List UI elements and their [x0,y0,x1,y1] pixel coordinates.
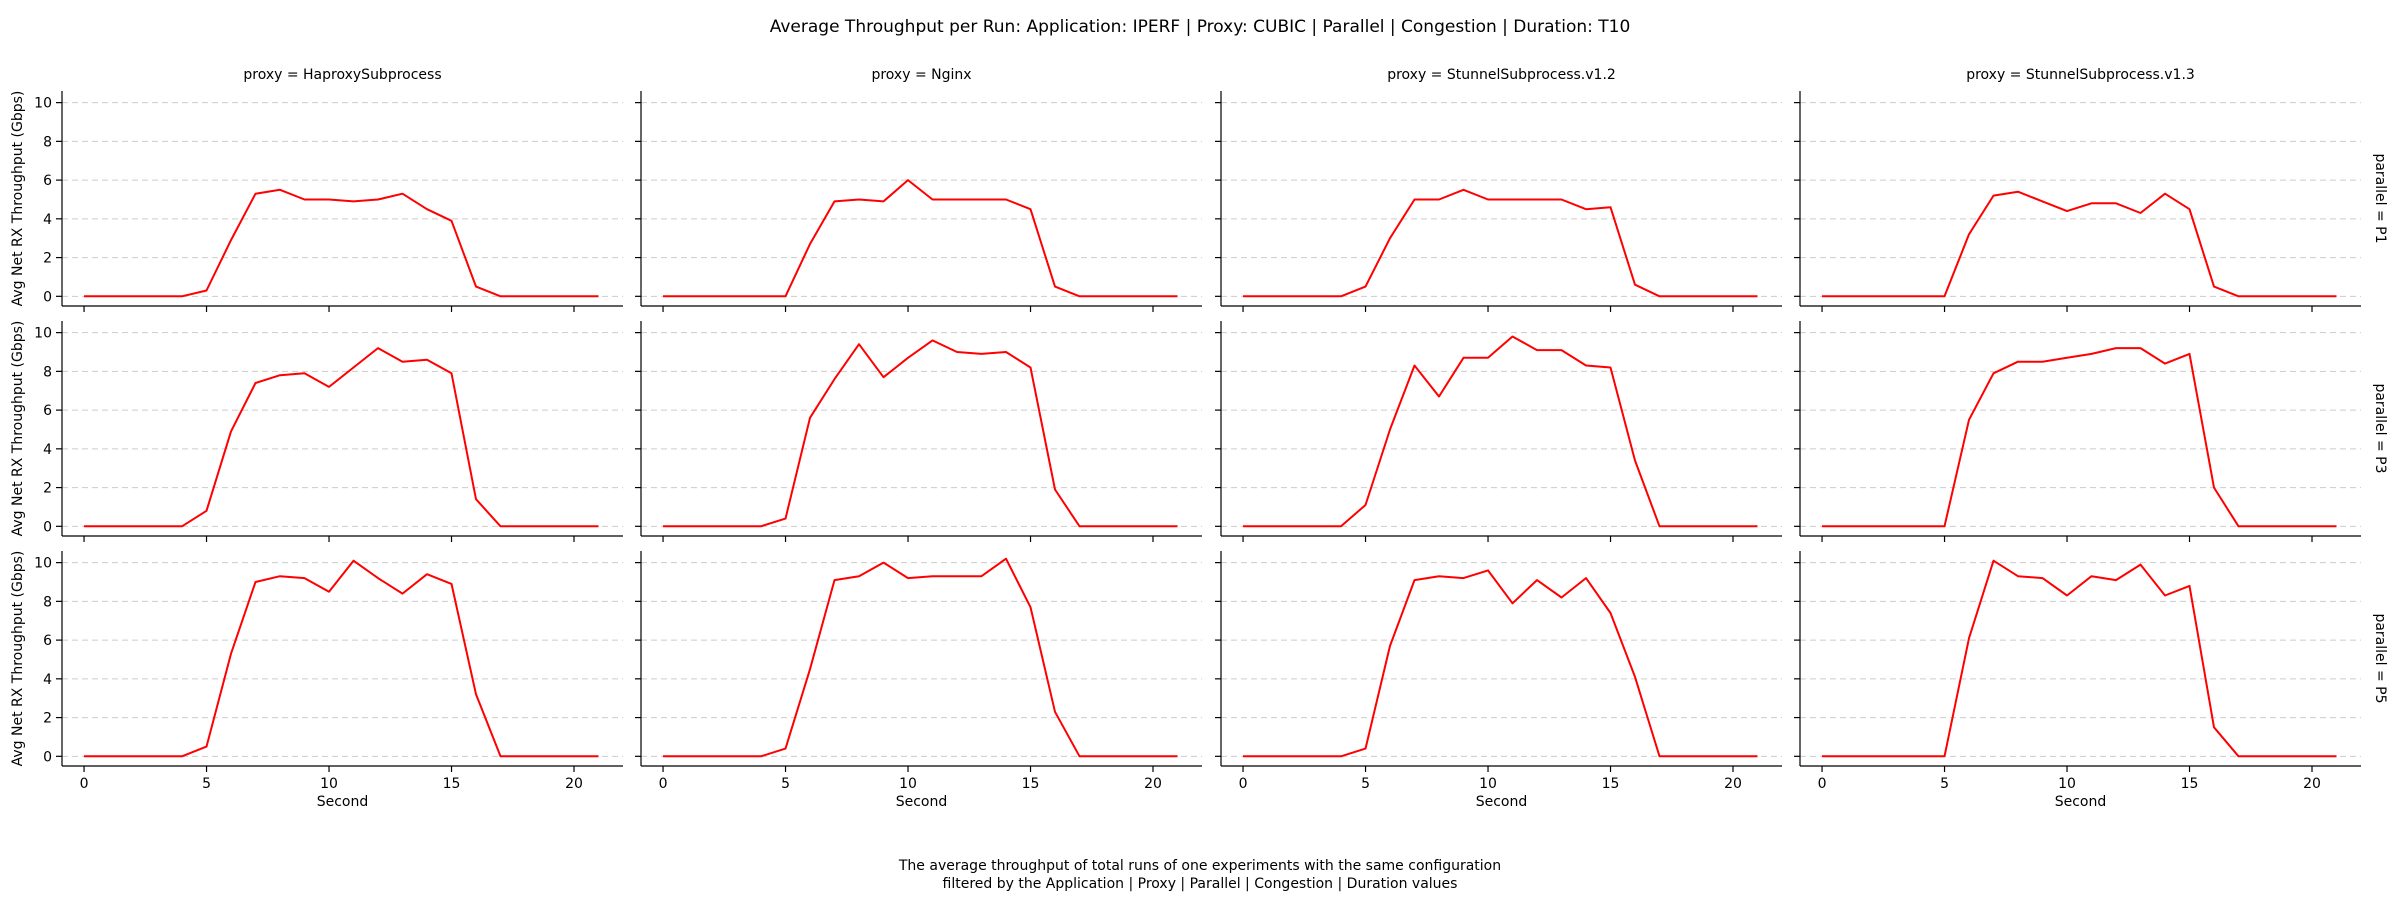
panel-r2-c3 [1215,321,1782,542]
facet-row-title: parallel = P3 [2372,383,2388,473]
y-tick-label: 6 [43,633,52,649]
y-tick-label: 10 [34,96,52,112]
x-tick-label: 15 [443,776,461,792]
x-tick-label: 0 [80,776,89,792]
series-line [84,559,599,758]
facet-column-title: proxy = Nginx [871,67,971,83]
y-axis-label: Avg Net RX Throughput (Gbps) [10,91,26,307]
x-axis-label: Second [896,794,948,810]
y-tick-label: 2 [43,481,52,497]
y-tick-label: 4 [43,442,52,458]
series-line [1822,347,2337,528]
series-line [663,179,1178,298]
x-tick-label: 20 [1144,776,1162,792]
series-line [84,188,599,298]
y-tick-label: 8 [43,134,52,150]
facet-row-title: parallel = P5 [2372,613,2388,703]
series-line [84,347,599,528]
x-axis-label: Second [1476,794,1528,810]
x-tick-label: 5 [1361,776,1370,792]
y-tick-label: 0 [43,289,52,305]
y-tick-label: 8 [43,364,52,380]
y-tick-label: 0 [43,749,52,765]
panel-r3-c1: 0 2 4 6 8 10 0 5 10 15 20 Second Avg Net RX Throughp… [10,551,623,810]
series-line [1822,190,2337,298]
y-tick-label: 6 [43,403,52,419]
panel-r2-c1: 0 2 4 6 8 10 Avg Net RX Throughput (Gbps) [10,321,623,542]
x-tick-label: 20 [565,776,583,792]
chart-title: Average Throughput per Run: Application:… [770,17,1631,37]
x-tick-label: 20 [1724,776,1742,792]
y-tick-label: 6 [43,173,52,189]
x-tick-label: 10 [1479,776,1497,792]
x-tick-label: 15 [1022,776,1040,792]
y-tick-label: 4 [43,212,52,228]
y-tick-label: 0 [43,519,52,535]
y-tick-label: 10 [34,556,52,572]
x-tick-label: 5 [1940,776,1949,792]
series-line [663,339,1178,528]
x-tick-label: 10 [2058,776,2076,792]
x-tick-label: 0 [1239,776,1248,792]
series-line [1822,559,2337,758]
x-tick-label: 5 [202,776,211,792]
panel-r1-c1: 0 2 4 6 8 10 proxy = HaproxySubprocess Avg Net … [10,67,623,312]
panel-r3-c2: 0 5 10 15 20 Second [635,551,1202,810]
x-tick-label: 10 [320,776,338,792]
x-tick-label: 20 [2303,776,2321,792]
x-tick-label: 15 [2181,776,2199,792]
caption-line-2: filtered by the Application | Proxy | Pa… [943,876,1458,892]
x-axis-label: Second [317,794,369,810]
panel-r2-c2 [635,321,1202,542]
x-tick-label: 0 [659,776,668,792]
y-tick-label: 10 [34,326,52,342]
y-tick-label: 4 [43,672,52,688]
y-axis-label: Avg Net RX Throughput (Gbps) [10,551,26,767]
panel-r2-c4: parallel = P3 [1794,321,2388,542]
panel-r3-c4: 0 5 10 15 20 Second parallel = P5 [1794,551,2388,810]
series-line [1243,569,1758,758]
x-tick-label: 0 [1818,776,1827,792]
facet-column-title: proxy = StunnelSubprocess.v1.3 [1966,67,2195,83]
y-axis-label: Avg Net RX Throughput (Gbps) [10,321,26,537]
x-tick-label: 5 [781,776,790,792]
y-tick-label: 2 [43,711,52,727]
facet-column-title: proxy = StunnelSubprocess.v1.2 [1387,67,1616,83]
series-line [663,557,1178,758]
series-line [1243,188,1758,298]
facet-column-title: proxy = HaproxySubprocess [243,67,441,83]
series-line [1243,335,1758,528]
y-tick-label: 8 [43,594,52,610]
x-tick-label: 10 [899,776,917,792]
facet-row-title: parallel = P1 [2372,153,2388,243]
x-tick-label: 15 [1602,776,1620,792]
caption-line-1: The average throughput of total runs of … [898,858,1501,874]
panel-r1-c2: proxy = Nginx [635,67,1202,312]
panel-r3-c3: 0 5 10 15 20 Second [1215,551,1782,810]
x-axis-label: Second [2055,794,2107,810]
facet-grid: 0 2 4 6 8 10 proxy = HaproxySubprocess Avg Net … [10,67,2388,810]
y-tick-label: 2 [43,251,52,267]
panel-r1-c4: proxy = StunnelSubprocess.v1.3 parallel =… [1794,67,2388,312]
panel-r1-c3: proxy = StunnelSubprocess.v1.2 [1215,67,1782,312]
